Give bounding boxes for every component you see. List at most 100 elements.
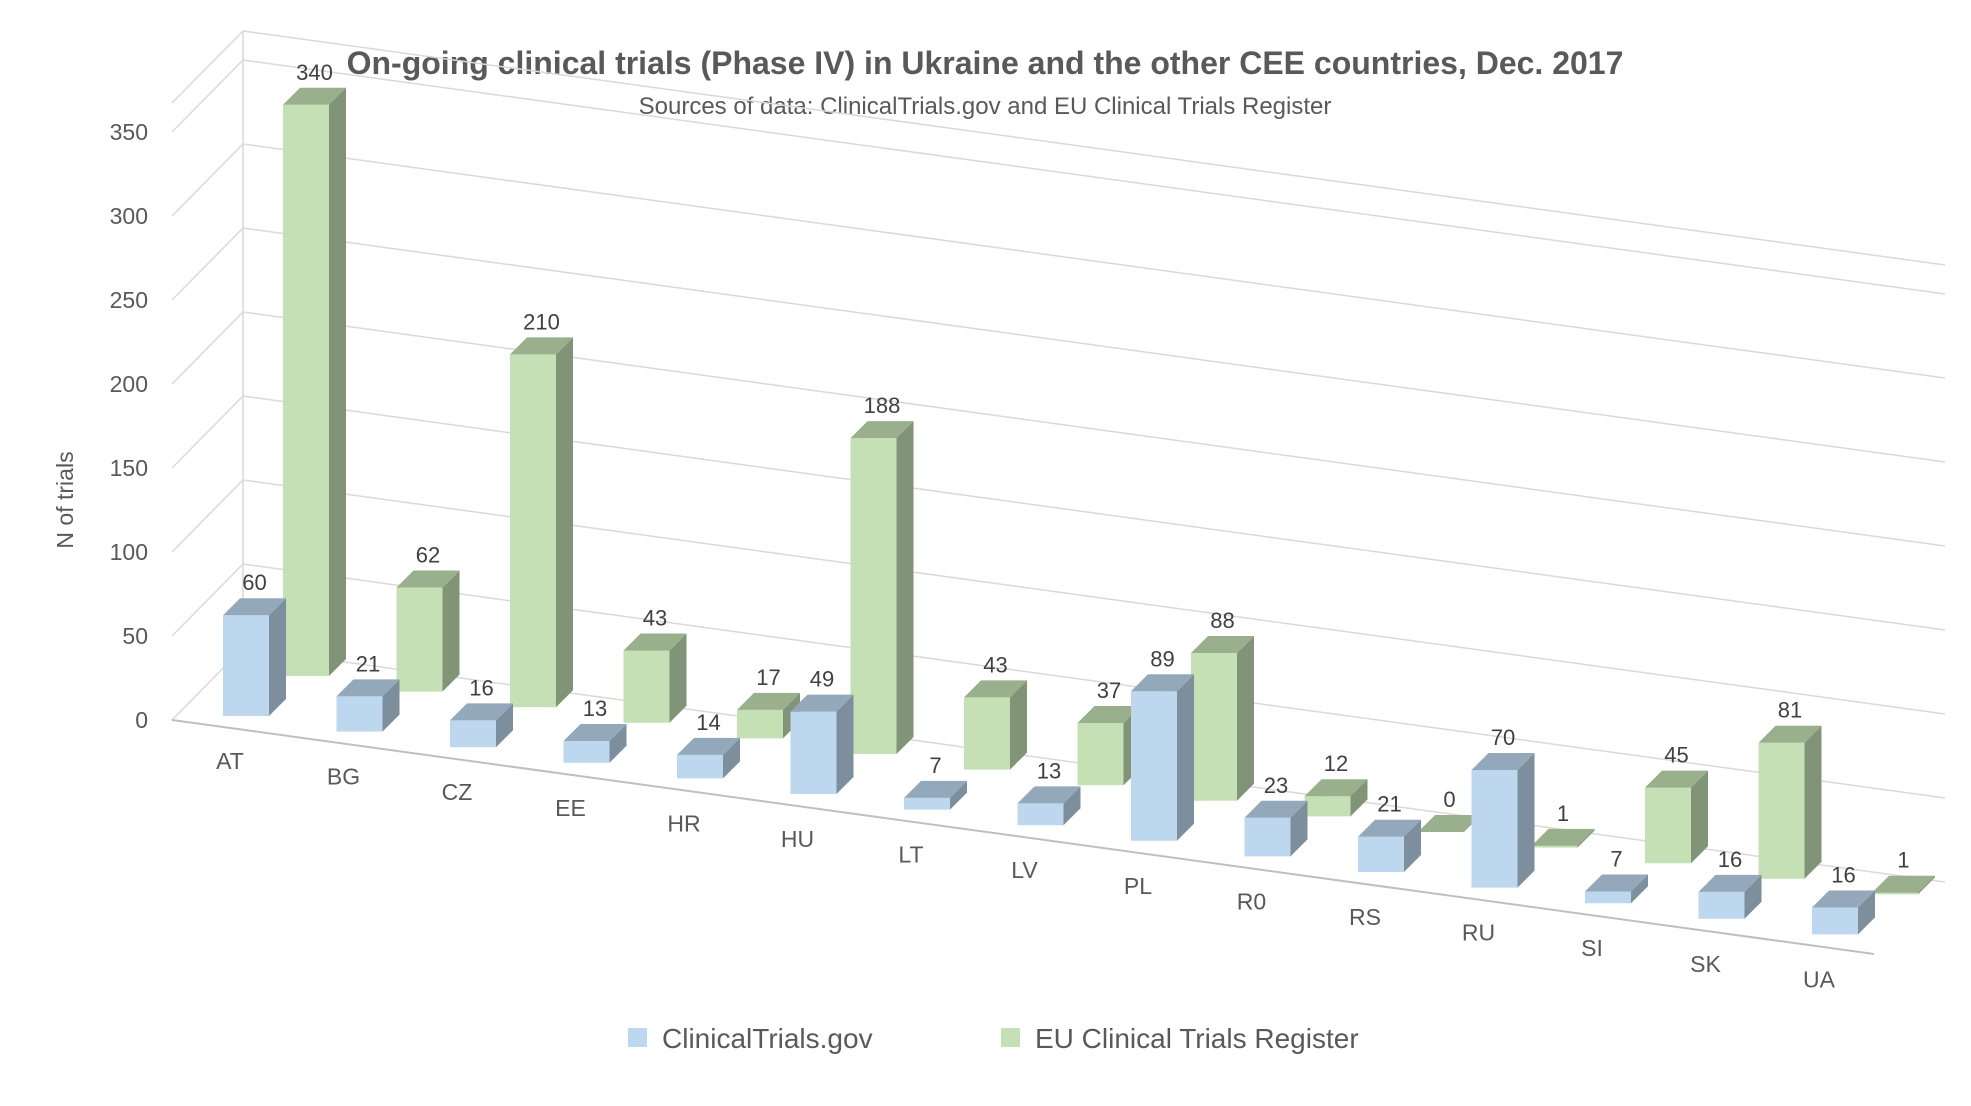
data-label: 7 — [929, 753, 941, 778]
data-label: 60 — [242, 570, 266, 595]
data-label: 62 — [416, 542, 440, 567]
gridline — [242, 227, 1946, 463]
bar-front — [563, 740, 610, 763]
bar-side — [723, 737, 740, 779]
bar — [677, 737, 740, 779]
bar-top — [1645, 770, 1708, 788]
bar-side — [836, 694, 854, 794]
legend-label: EU Clinical Trials Register — [1035, 1023, 1359, 1054]
bar-side — [669, 633, 687, 723]
bar-side — [382, 679, 400, 732]
x-axis-categories: AT BG CZ EE HR HU LT LV PL R0 RS RU SI SK UA — [216, 748, 1835, 992]
data-label: 37 — [1097, 678, 1121, 703]
bar-side — [1918, 875, 1935, 895]
bar-side — [1010, 680, 1027, 770]
gridline — [242, 479, 1946, 715]
bar-top — [1077, 706, 1141, 724]
bar-front — [1471, 770, 1518, 888]
x-category-label: UA — [1803, 966, 1836, 992]
data-label: 81 — [1778, 698, 1802, 723]
side-gridline — [171, 59, 244, 133]
bar-front — [223, 615, 269, 716]
y-tick-label: 0 — [135, 707, 148, 733]
y-tick-label: 200 — [110, 371, 148, 397]
bar — [964, 680, 1027, 770]
bar-front — [737, 709, 783, 739]
data-label: 13 — [1037, 758, 1061, 783]
y-axis-title: N of trials — [52, 451, 78, 548]
floor-edge — [171, 719, 1875, 955]
bar — [283, 87, 346, 677]
data-label: 88 — [1210, 608, 1234, 633]
data-label: 43 — [643, 606, 667, 631]
bar-top — [1131, 674, 1194, 692]
x-category-label: AT — [216, 748, 244, 774]
data-label: 16 — [1831, 863, 1855, 888]
side-gridline-top — [171, 30, 244, 104]
bar-top — [1418, 815, 1481, 832]
bar-front — [450, 720, 496, 748]
bar-front — [1812, 907, 1858, 935]
bar-side — [442, 570, 460, 692]
bar — [1471, 753, 1535, 888]
bar-front — [396, 587, 443, 692]
y-tick-label: 100 — [110, 539, 148, 565]
bar-side — [1577, 828, 1595, 848]
bar — [510, 337, 573, 708]
bar — [1358, 819, 1421, 872]
bar-front — [1645, 787, 1691, 864]
bar-side — [950, 780, 967, 810]
data-label: 23 — [1264, 773, 1288, 798]
bar-side — [1517, 753, 1535, 888]
legend: ClinicalTrials.gov EU Clinical Trials Reg… — [628, 1023, 1359, 1054]
bar-top — [283, 87, 346, 105]
side-gridline — [171, 563, 244, 637]
bar-side — [1177, 674, 1194, 841]
bar — [1191, 635, 1254, 801]
bar-front — [336, 696, 383, 732]
bar — [790, 694, 854, 794]
bar-top — [336, 679, 400, 697]
data-label: 16 — [1718, 847, 1742, 872]
bar-front — [790, 711, 837, 794]
gridline — [242, 311, 1946, 547]
bar-front — [964, 697, 1010, 770]
y-tick-label: 350 — [110, 119, 148, 145]
gridline — [242, 59, 1946, 295]
data-label: 43 — [983, 652, 1007, 677]
bar-side — [329, 87, 346, 677]
bar — [1017, 786, 1081, 826]
bar-top — [450, 703, 513, 721]
x-category-label: SK — [1690, 951, 1721, 977]
bar-front — [1244, 817, 1291, 857]
bar-top — [964, 680, 1027, 698]
legend-label: ClinicalTrials.gov — [662, 1023, 873, 1054]
chart-subtitle: Sources of data: ClinicalTrials.gov and … — [639, 93, 1332, 120]
bar — [450, 703, 513, 748]
gridline — [242, 143, 1946, 379]
y-tick-label: 300 — [110, 203, 148, 229]
bar-front — [623, 650, 670, 723]
bar-front — [510, 354, 556, 708]
bar-front — [1131, 691, 1177, 841]
bar-top — [1244, 800, 1308, 818]
bar-top — [1471, 753, 1535, 770]
bar-top — [1304, 779, 1368, 797]
bar-side — [1804, 725, 1822, 879]
bar-front — [1698, 891, 1745, 919]
data-label: 13 — [583, 696, 607, 721]
data-label: 89 — [1150, 646, 1174, 671]
bar — [223, 598, 286, 716]
bar-front — [1358, 836, 1404, 872]
bar-side — [556, 337, 573, 708]
bar — [623, 633, 687, 723]
bar-front — [1872, 892, 1918, 895]
bar — [396, 570, 460, 692]
side-gridline — [171, 395, 244, 469]
data-label: 45 — [1664, 743, 1688, 768]
bar — [737, 692, 800, 739]
bar-side — [496, 703, 513, 748]
data-label: 17 — [756, 665, 780, 690]
data-label: 1 — [1897, 848, 1909, 873]
bar — [1585, 874, 1648, 904]
